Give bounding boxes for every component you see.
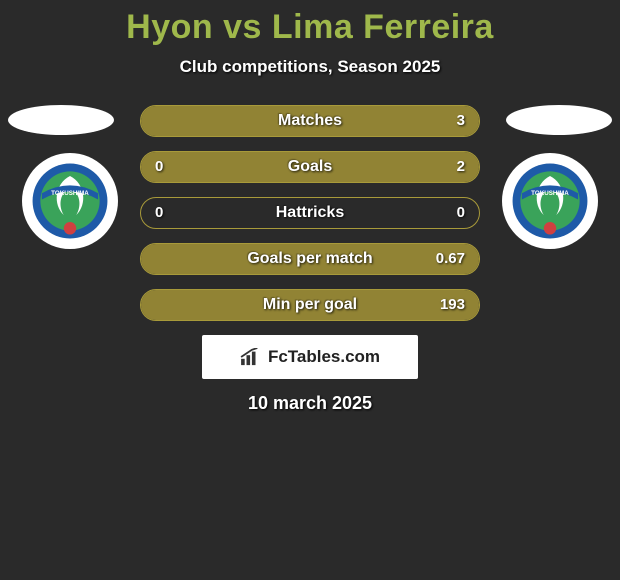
player-avatar-left (8, 105, 114, 135)
stat-value-left: 0 (155, 152, 163, 182)
vortis-crest-icon: TOKUSHIMA (511, 162, 589, 240)
stat-value-right: 0 (457, 198, 465, 228)
stat-row: Matches3 (140, 105, 480, 137)
subtitle: Club competitions, Season 2025 (0, 57, 620, 77)
stat-fill-right (141, 290, 479, 320)
stat-value-left: 0 (155, 198, 163, 228)
page-title: Hyon vs Lima Ferreira (0, 8, 620, 47)
player-avatar-right (506, 105, 612, 135)
stat-rows: Matches30Goals20Hattricks0Goals per matc… (140, 105, 480, 321)
stat-row: Min per goal193 (140, 289, 480, 321)
comparison-body: TOKUSHIMA TOKUSHIMA Matches30Goals20Hatt… (0, 105, 620, 321)
stat-value-right: 193 (440, 290, 465, 320)
vortis-crest-icon: TOKUSHIMA (31, 162, 109, 240)
stat-row: 0Hattricks0 (140, 197, 480, 229)
brand-text: FcTables.com (268, 347, 380, 367)
club-badge-right: TOKUSHIMA (502, 153, 598, 249)
comparison-card: Hyon vs Lima Ferreira Club competitions,… (0, 0, 620, 414)
stat-fill-right (141, 244, 479, 274)
bar-chart-icon (240, 348, 262, 366)
svg-text:TOKUSHIMA: TOKUSHIMA (531, 190, 569, 197)
stat-row: Goals per match0.67 (140, 243, 480, 275)
brand-badge: FcTables.com (202, 335, 418, 379)
stat-value-right: 3 (457, 106, 465, 136)
stat-fill-right (141, 152, 479, 182)
stat-fill-right (141, 106, 479, 136)
stat-label: Hattricks (141, 198, 479, 228)
stat-row: 0Goals2 (140, 151, 480, 183)
svg-text:TOKUSHIMA: TOKUSHIMA (51, 190, 89, 197)
date-label: 10 march 2025 (0, 393, 620, 414)
club-badge-left: TOKUSHIMA (22, 153, 118, 249)
stat-value-right: 0.67 (436, 244, 465, 274)
stat-value-right: 2 (457, 152, 465, 182)
